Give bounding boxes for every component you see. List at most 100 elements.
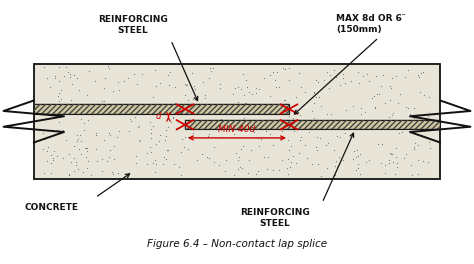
Point — [387, 151, 394, 155]
Point — [190, 84, 197, 89]
Point — [239, 72, 247, 76]
Point — [115, 88, 123, 92]
Point — [426, 95, 433, 99]
Point — [285, 66, 292, 70]
Point — [181, 82, 188, 86]
Point — [404, 68, 412, 72]
Point — [310, 91, 318, 95]
Point — [235, 154, 243, 159]
Point — [221, 169, 228, 173]
Point — [295, 151, 303, 155]
Point — [349, 104, 357, 108]
Point — [136, 139, 144, 143]
Point — [392, 154, 400, 159]
Point — [115, 129, 123, 133]
Point — [184, 97, 191, 102]
Point — [92, 131, 100, 135]
Point — [330, 148, 337, 152]
Point — [286, 108, 293, 112]
Point — [193, 158, 201, 162]
Point — [203, 155, 211, 159]
Point — [80, 121, 88, 125]
Point — [73, 133, 81, 137]
Point — [160, 155, 168, 159]
Point — [388, 76, 396, 80]
Point — [242, 101, 250, 105]
Point — [356, 172, 364, 176]
Point — [349, 156, 356, 161]
Point — [278, 158, 286, 162]
Point — [326, 86, 333, 91]
Point — [162, 157, 170, 162]
Point — [339, 158, 347, 163]
Point — [152, 142, 160, 146]
Point — [378, 142, 385, 146]
Point — [55, 79, 63, 83]
Point — [167, 120, 174, 124]
Point — [290, 129, 298, 134]
Point — [289, 116, 297, 120]
Point — [420, 93, 428, 97]
Point — [358, 111, 365, 116]
Point — [110, 144, 118, 148]
Point — [313, 135, 321, 139]
Point — [65, 172, 73, 176]
Point — [70, 155, 78, 160]
Point — [381, 171, 389, 175]
Point — [275, 168, 283, 172]
Point — [216, 82, 224, 86]
Point — [262, 129, 270, 134]
Point — [396, 92, 403, 96]
Point — [266, 73, 273, 78]
Point — [282, 67, 289, 71]
Point — [77, 139, 84, 143]
Point — [310, 116, 318, 120]
Point — [341, 81, 349, 85]
Point — [359, 74, 367, 78]
Point — [127, 119, 135, 123]
Point — [70, 144, 78, 149]
Point — [400, 156, 407, 160]
Point — [415, 74, 423, 79]
Point — [296, 138, 304, 142]
Point — [385, 158, 392, 162]
Point — [424, 136, 432, 140]
Point — [171, 84, 178, 89]
Point — [372, 106, 379, 110]
Point — [301, 90, 309, 95]
Point — [361, 110, 369, 115]
Point — [330, 68, 337, 72]
Point — [285, 114, 292, 118]
Point — [285, 157, 292, 161]
Point — [418, 71, 425, 76]
Point — [72, 160, 79, 164]
Point — [318, 174, 325, 178]
Point — [284, 138, 292, 142]
Point — [188, 71, 196, 75]
Point — [409, 113, 417, 117]
Point — [347, 79, 355, 83]
Point — [284, 172, 292, 177]
Point — [424, 114, 432, 118]
Point — [415, 73, 422, 77]
Point — [105, 130, 113, 135]
Point — [207, 66, 214, 70]
Point — [389, 110, 397, 115]
Point — [314, 79, 322, 84]
Point — [205, 76, 213, 80]
Point — [315, 95, 322, 99]
Point — [101, 76, 109, 80]
Point — [98, 99, 106, 103]
Point — [60, 74, 67, 78]
Point — [57, 97, 65, 101]
Point — [71, 73, 78, 77]
Point — [83, 149, 91, 153]
Point — [164, 125, 172, 129]
Point — [410, 115, 418, 120]
Point — [166, 70, 173, 74]
Point — [177, 150, 184, 154]
Point — [235, 167, 242, 171]
Point — [151, 158, 159, 162]
Point — [237, 165, 244, 169]
Point — [272, 78, 279, 82]
